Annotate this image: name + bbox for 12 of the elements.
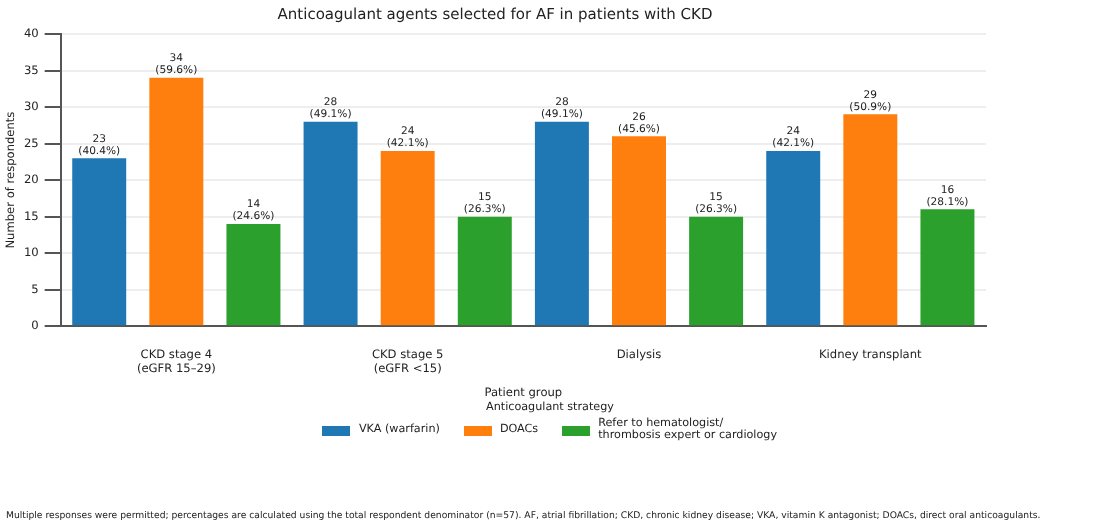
bar [72,158,127,326]
bar [149,77,204,326]
bar [612,136,666,326]
bar [920,209,975,326]
bar [226,223,281,326]
bar [843,114,898,326]
bar [457,216,512,326]
bar [303,121,358,326]
bar [380,150,435,326]
bar [766,150,821,326]
bar [534,121,589,326]
bar [689,216,744,326]
